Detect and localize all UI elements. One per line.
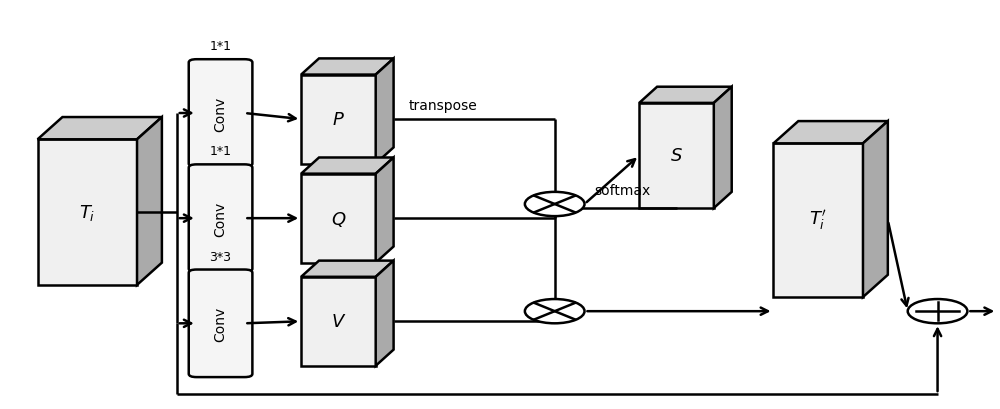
Text: softmax: softmax	[594, 184, 651, 198]
Polygon shape	[38, 140, 137, 285]
Polygon shape	[773, 122, 888, 144]
Text: $V$: $V$	[331, 312, 346, 330]
Circle shape	[525, 299, 585, 324]
FancyBboxPatch shape	[189, 165, 252, 272]
Circle shape	[525, 192, 585, 217]
Text: $T_i'$: $T_i'$	[809, 209, 827, 233]
Text: transpose: transpose	[409, 99, 477, 113]
Text: Conv: Conv	[214, 201, 228, 236]
Polygon shape	[376, 59, 394, 164]
Text: $T_i$: $T_i$	[79, 202, 96, 222]
Polygon shape	[773, 144, 863, 297]
Polygon shape	[376, 261, 394, 366]
Polygon shape	[714, 88, 732, 209]
Polygon shape	[301, 158, 394, 174]
Polygon shape	[137, 118, 162, 285]
Text: $S$: $S$	[670, 147, 683, 165]
Polygon shape	[301, 75, 376, 164]
FancyBboxPatch shape	[189, 270, 252, 377]
Polygon shape	[301, 277, 376, 366]
Polygon shape	[301, 174, 376, 263]
Polygon shape	[376, 158, 394, 263]
Text: Conv: Conv	[214, 96, 228, 131]
Polygon shape	[38, 118, 162, 140]
Text: 1*1: 1*1	[210, 145, 232, 158]
Text: Conv: Conv	[214, 306, 228, 341]
Polygon shape	[639, 103, 714, 209]
Text: 1*1: 1*1	[210, 40, 232, 53]
Polygon shape	[301, 59, 394, 75]
Text: 3*3: 3*3	[210, 250, 232, 263]
Text: $P$: $P$	[332, 111, 345, 129]
Polygon shape	[301, 261, 394, 277]
Polygon shape	[639, 88, 732, 103]
Text: $Q$: $Q$	[331, 209, 346, 228]
FancyBboxPatch shape	[189, 60, 252, 167]
Polygon shape	[863, 122, 888, 297]
Circle shape	[908, 299, 967, 324]
